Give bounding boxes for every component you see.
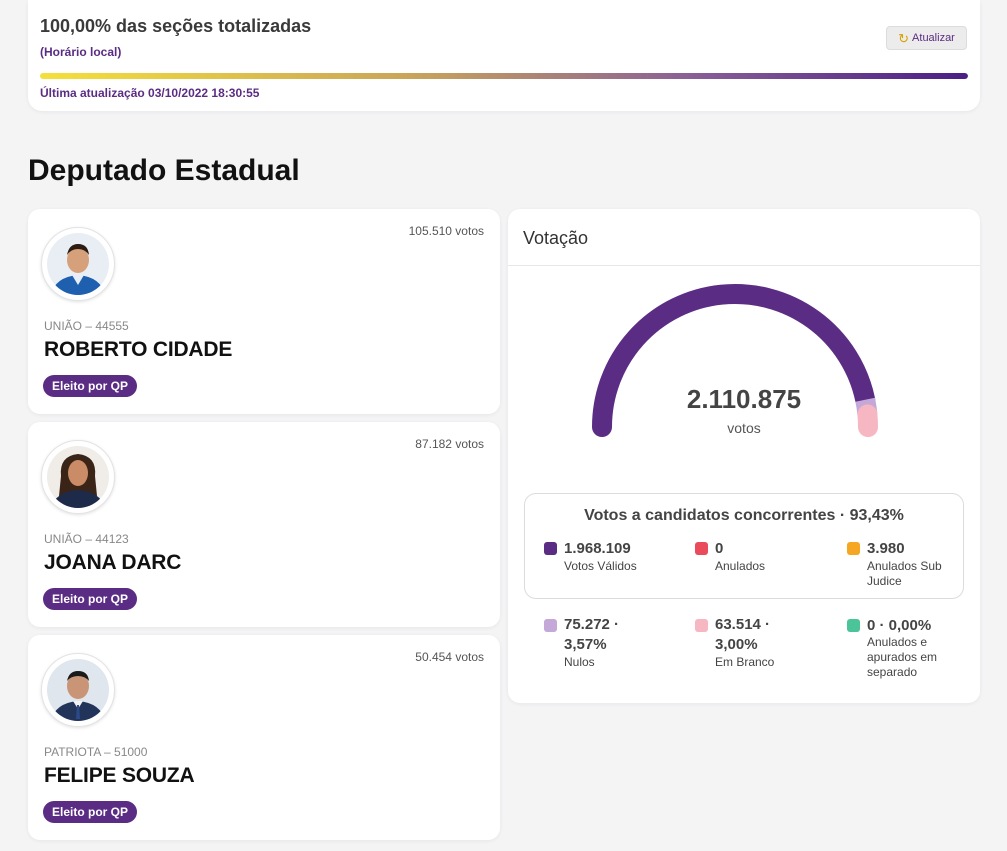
candidate-card[interactable]: 50.454 votos PATRIOTA – 51000 FELIPE SOU… [28, 635, 500, 840]
totalization-progress-fill [40, 73, 968, 79]
swatch-validos [544, 542, 557, 555]
stat-label: Votos Válidos [564, 559, 637, 573]
votacao-header: Votação [508, 209, 980, 266]
swatch-sub-judice [847, 542, 860, 555]
status-title: 100,00% das seções totalizadas [40, 16, 312, 36]
stat-label: Nulos [564, 655, 595, 669]
stat-value: 75.272 · 3,57% [564, 616, 620, 653]
stat-value: 63.514 · 3,00% [715, 616, 771, 653]
candidate-votes: 87.182 votos [415, 437, 484, 451]
elected-badge: Eleito por QP [43, 801, 138, 823]
person-photo-icon [41, 440, 115, 514]
swatch-anulados [695, 542, 708, 555]
candidate-name: JOANA DARC [44, 551, 182, 574]
stat-value: 3.980 [867, 540, 905, 557]
stat-label: Em Branco [715, 655, 775, 669]
votes-gauge [592, 283, 879, 437]
stat-value: 1.968.109 [564, 540, 631, 557]
stat-value: 0 · 0,00% [867, 617, 932, 634]
candidate-name: FELIPE SOUZA [44, 764, 195, 787]
candidate-card[interactable]: 87.182 votos UNIÃO – 44123 JOANA DARC El… [28, 422, 500, 627]
candidate-party: PATRIOTA – 51000 [44, 745, 148, 759]
person-photo-icon [41, 653, 115, 727]
candidate-party: UNIÃO – 44555 [44, 319, 129, 333]
candidate-votes: 50.454 votos [415, 650, 484, 664]
swatch-separado [847, 619, 860, 632]
refresh-label: Atualizar [912, 32, 955, 44]
status-subtitle: (Horário local) [40, 45, 122, 59]
section-title: Deputado Estadual [28, 154, 300, 187]
candidate-party: UNIÃO – 44123 [44, 532, 129, 546]
valid-votes-box: Votos a candidatos concorrentes · 93,43%… [524, 493, 964, 599]
candidate-card[interactable]: 105.510 votos UNIÃO – 44555 ROBERTO CIDA… [28, 209, 500, 414]
stat-label: Anulados e apurados em separado [867, 635, 938, 679]
last-updated-text: Última atualização 03/10/2022 18:30:55 [40, 86, 260, 100]
elected-badge: Eleito por QP [43, 588, 138, 610]
candidate-name: ROBERTO CIDADE [44, 338, 233, 361]
votacao-card: Votação 2.110.875 votos Votos a candidat… [508, 209, 980, 703]
stat-value: 0 [715, 540, 724, 557]
swatch-nulos [544, 619, 557, 632]
elected-badge: Eleito por QP [43, 375, 138, 397]
gauge-unit: votos [727, 420, 761, 436]
candidate-votes: 105.510 votos [408, 224, 484, 238]
stat-label: Anulados [715, 559, 766, 573]
valid-votes-title: Votos a candidatos concorrentes · 93,43% [584, 507, 904, 524]
gauge-arc-branco [857, 404, 879, 437]
swatch-branco [695, 619, 708, 632]
totalization-progress-bar [40, 73, 968, 79]
totalization-status-card: 100,00% das seções totalizadas (Horário … [28, 0, 980, 111]
refresh-icon: ↻ [898, 30, 910, 46]
gauge-total-votes: 2.110.875 [686, 384, 802, 414]
gauge-arc-valid [592, 283, 876, 437]
refresh-button[interactable]: ↻ Atualizar [886, 26, 967, 50]
stat-label: Anulados Sub Judice [867, 559, 942, 588]
person-photo-icon [41, 227, 115, 301]
